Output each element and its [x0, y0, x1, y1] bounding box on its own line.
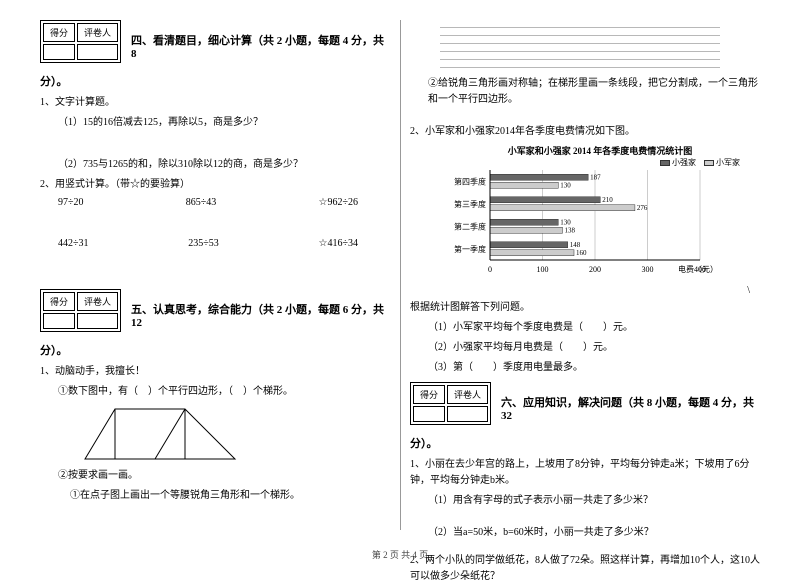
- right-column: ②给锐角三角形画对称轴；在梯形里画一条线段，把它分割成，一个三角形和一个平行四边…: [410, 20, 760, 520]
- section-4-header: 得分 评卷人 四、看清题目，细心计算（共 2 小题，每题 4 分，共 8: [40, 20, 390, 67]
- section-5-title2: 分）。: [40, 342, 390, 358]
- chart-qa: （1）小军家平均每个季度电费是（ ）元。: [428, 320, 760, 336]
- reviewer-label: 评卷人: [77, 23, 118, 42]
- svg-text:130: 130: [560, 181, 571, 189]
- calc-1b: 865÷43: [186, 197, 217, 208]
- section-6-title2: 分）。: [410, 435, 760, 451]
- score-cell: [43, 313, 75, 329]
- chart-intro: 根据统计图解答下列问题。: [410, 300, 760, 316]
- q5-1: 1、动脑动手，我擅长！: [40, 364, 390, 380]
- calc-2b: 235÷53: [188, 238, 219, 249]
- svg-text:第三季度: 第三季度: [454, 199, 486, 209]
- bar-chart: 小军家和小强家 2014 年各季度电费情况统计图 小强家 小军家 0 100 200…: [440, 144, 760, 281]
- svg-text:300: 300: [642, 265, 654, 274]
- svg-text:148: 148: [570, 241, 581, 249]
- page-footer: 第 2 页 共 4 页: [0, 548, 800, 561]
- trapezoid-figure: [80, 404, 240, 464]
- reviewer-cell: [77, 44, 118, 60]
- svg-text:100: 100: [537, 265, 549, 274]
- section-5-title: 五、认真思考，综合能力（共 2 小题，每题 6 分，共 12: [131, 304, 384, 329]
- q6-1a: （1）用含有字母的式子表示小丽一共走了多少米？: [428, 493, 760, 509]
- reviewer-label: 评卷人: [77, 292, 118, 311]
- score-box-4: 得分 评卷人: [40, 20, 121, 63]
- svg-text:第一季度: 第一季度: [454, 244, 486, 254]
- section-5-header: 得分 评卷人 五、认真思考，综合能力（共 2 小题，每题 6 分，共 12: [40, 289, 390, 336]
- calc-1a: 97÷20: [58, 197, 84, 208]
- score-label: 得分: [413, 385, 445, 404]
- legend-b: 小军家: [716, 157, 740, 168]
- legend-a: 小强家: [672, 157, 696, 168]
- svg-text:第二季度: 第二季度: [454, 221, 486, 231]
- chart-qc: （3）第（ ）季度用电量最多。: [428, 360, 760, 376]
- section-6-title: 六、应用知识，解决问题（共 8 小题，每题 4 分，共 32: [501, 397, 754, 422]
- q4-1: 1、文字计算题。: [40, 95, 390, 111]
- svg-text:电费（元）: 电费（元）: [678, 264, 718, 274]
- q4-1b: （2）735与1265的和，除以310除以12的商，商是多少？: [58, 157, 390, 173]
- calc-2c: ☆416÷34: [319, 238, 358, 249]
- left-column: 得分 评卷人 四、看清题目，细心计算（共 2 小题，每题 4 分，共 8 分）。…: [40, 20, 390, 520]
- section-4-title2: 分）。: [40, 73, 390, 89]
- chart-svg: 0100200300400电费（元）187130第四季度210276第三季度13…: [440, 168, 720, 278]
- reviewer-cell: [77, 313, 118, 329]
- svg-text:187: 187: [590, 173, 601, 181]
- chart-qb: （2）小强家平均每月电费是（ ）元。: [428, 340, 760, 356]
- score-box-6: 得分 评卷人: [410, 382, 491, 425]
- q5-1c: ①在点子图上画出一个等腰锐角三角形和一个梯形。: [70, 488, 390, 504]
- section-6-header: 得分 评卷人 六、应用知识，解决问题（共 8 小题，每题 4 分，共 32: [410, 382, 760, 429]
- q5-1b: ②按要求画一画。: [58, 468, 390, 484]
- score-cell: [43, 44, 75, 60]
- chart-title: 小军家和小强家 2014 年各季度电费情况统计图: [440, 144, 760, 157]
- svg-text:第四季度: 第四季度: [454, 176, 486, 186]
- q4-2: 2、用竖式计算。（带☆的要验算）: [40, 177, 390, 193]
- slash-mark: \: [410, 285, 760, 296]
- score-cell: [413, 406, 445, 422]
- calc-row-1: 97÷20 865÷43 ☆962÷26: [58, 197, 358, 208]
- reviewer-cell: [447, 406, 488, 422]
- calc-1c: ☆962÷26: [319, 197, 358, 208]
- dot-grid-placeholder: [440, 20, 720, 70]
- score-label: 得分: [43, 292, 75, 311]
- score-label: 得分: [43, 23, 75, 42]
- q5-1d: ②给锐角三角形画对称轴；在梯形里画一条线段，把它分割成，一个三角形和一个平行四边…: [428, 76, 760, 108]
- svg-text:130: 130: [560, 218, 571, 226]
- q6-1b: （2）当a=50米，b=60米时，小丽一共走了多少米？: [428, 525, 760, 541]
- section-4-title: 四、看清题目，细心计算（共 2 小题，每题 4 分，共 8: [131, 35, 384, 60]
- column-divider: [400, 20, 401, 530]
- svg-text:138: 138: [564, 226, 575, 234]
- svg-text:200: 200: [589, 265, 601, 274]
- q5-2: 2、小军家和小强家2014年各季度电费情况如下图。: [410, 124, 760, 140]
- svg-text:210: 210: [602, 196, 613, 204]
- q4-1a: （1）15的16倍减去125，再除以5，商是多少？: [58, 115, 390, 131]
- svg-text:0: 0: [488, 265, 492, 274]
- calc-row-2: 442÷31 235÷53 ☆416÷34: [58, 238, 358, 249]
- q5-1a: ①数下图中，有（ ）个平行四边形，（ ）个梯形。: [58, 384, 390, 400]
- chart-legend: 小强家 小军家: [440, 157, 760, 168]
- q6-1: 1、小丽在去少年宫的路上，上坡用了8分钟，平均每分钟走a米；下坡用了6分钟，平均…: [410, 457, 760, 489]
- reviewer-label: 评卷人: [447, 385, 488, 404]
- svg-text:276: 276: [637, 204, 648, 212]
- svg-text:160: 160: [576, 249, 587, 257]
- score-box-5: 得分 评卷人: [40, 289, 121, 332]
- calc-2a: 442÷31: [58, 238, 89, 249]
